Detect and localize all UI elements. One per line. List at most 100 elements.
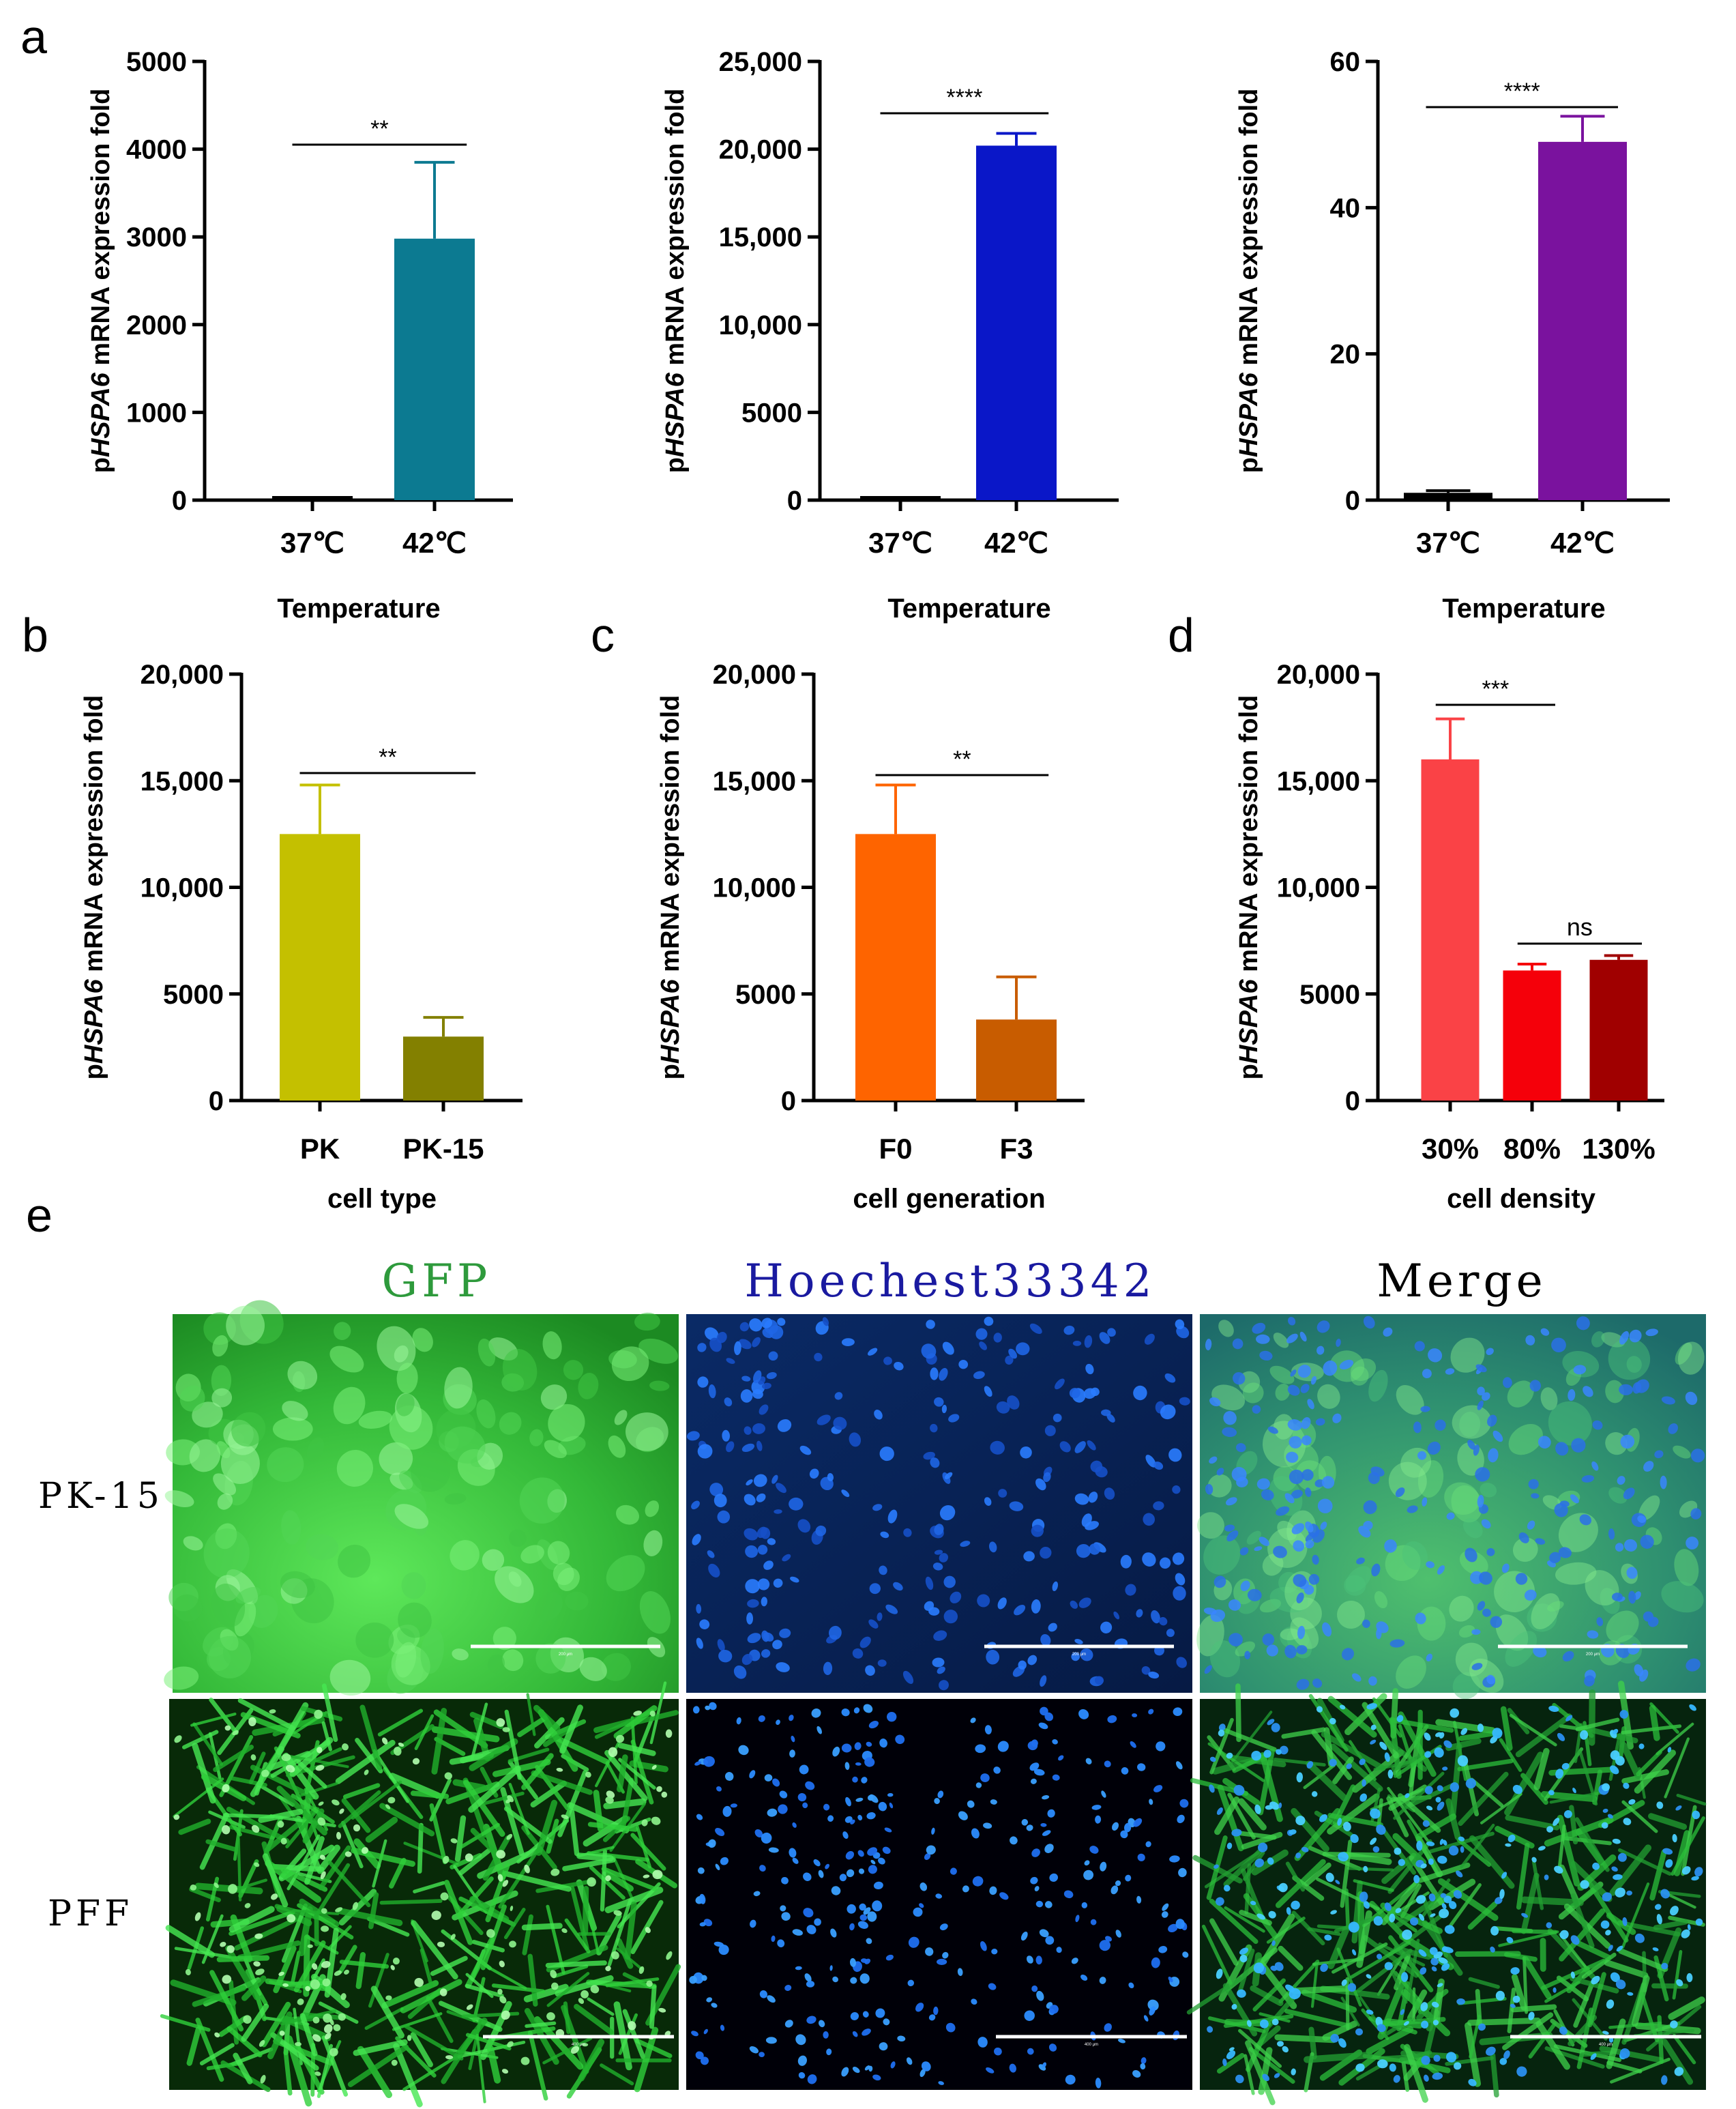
cell: [1104, 1487, 1115, 1500]
cell: [792, 1857, 799, 1864]
cell: [391, 2059, 398, 2066]
cell-fiber: [1490, 2052, 1499, 2098]
cell: [1044, 1901, 1053, 1908]
cell: [1137, 1763, 1146, 1771]
cell: [1301, 1846, 1309, 1852]
cell-fiber: [1535, 2021, 1570, 2070]
cell-fiber: [389, 1857, 407, 1889]
cell: [1276, 1749, 1282, 1755]
cell-fiber: [503, 1908, 526, 1940]
cell: [251, 1824, 260, 1833]
cell: [761, 1832, 772, 1844]
cell: [1456, 1870, 1463, 1878]
cell: [1218, 1723, 1226, 1731]
cell: [1480, 1483, 1497, 1498]
cell: [645, 1500, 660, 1517]
cell: [971, 1998, 977, 2005]
cell: [1338, 1852, 1349, 1862]
cell: [1540, 1328, 1550, 1336]
cell: [502, 1649, 524, 1672]
cell: [1428, 1893, 1436, 1902]
cell-fiber: [1408, 1781, 1457, 1807]
cell: [756, 1493, 766, 1502]
cell: [1083, 1870, 1094, 1880]
cell: [792, 1822, 797, 1828]
cell: [1573, 1365, 1587, 1375]
cell-fiber: [1467, 2018, 1541, 2026]
cell: [1293, 1540, 1305, 1552]
cell: [1259, 2019, 1269, 2028]
cell: [1449, 1595, 1474, 1622]
cell-fiber: [1243, 1850, 1265, 1881]
cell: [852, 2067, 860, 2074]
cell: [1087, 1440, 1096, 1451]
cell: [695, 2051, 704, 2060]
cell: [325, 2033, 332, 2040]
cell: [439, 1988, 447, 1996]
cell: [1531, 1857, 1537, 1863]
cell: [850, 1819, 855, 1824]
cell: [1686, 1537, 1699, 1550]
cell: [761, 1597, 768, 1607]
cell: [1359, 1793, 1368, 1802]
cell: [1486, 2046, 1496, 2056]
cell-fiber: [1570, 1893, 1595, 1949]
cell: [1453, 1890, 1462, 1899]
cell-fiber: [1563, 1904, 1611, 1949]
cell: [1471, 1663, 1483, 1670]
cell: [1477, 1723, 1484, 1732]
cell: [1506, 1936, 1514, 1944]
cell-fiber: [469, 1711, 504, 1729]
y-tick-label: 20,000: [713, 660, 796, 690]
cell: [703, 2028, 708, 2035]
cell: [1619, 1330, 1630, 1345]
cell-fiber: [213, 1745, 254, 1773]
cell-fiber: [1458, 1771, 1509, 1827]
cell: [1222, 1427, 1237, 1438]
cell: [1254, 1804, 1261, 1814]
cell: [1240, 1580, 1250, 1592]
y-axis-label: pHSPA6 mRNA expression fold: [656, 695, 685, 1080]
cell: [826, 2048, 832, 2056]
cell: [1486, 1674, 1496, 1685]
cell: [1422, 1497, 1428, 1507]
cell: [1254, 1858, 1265, 1867]
cell: [880, 1531, 889, 1539]
cell: [279, 2031, 285, 2036]
cell: [957, 1968, 963, 1977]
cell: [1477, 1400, 1484, 1410]
cell: [1446, 1512, 1455, 1520]
cell: [778, 1804, 788, 1814]
cell-fiber: [1618, 1948, 1668, 1972]
cell: [1686, 1973, 1693, 1983]
cell: [1429, 1947, 1438, 1955]
cell: [608, 1435, 626, 1458]
cell: [1278, 1882, 1288, 1893]
cell-fiber: [617, 1743, 656, 1756]
cell: [1228, 1599, 1241, 1611]
cell: [1555, 1562, 1597, 1585]
cell: [776, 1719, 780, 1726]
cell: [1434, 1747, 1444, 1758]
cell: [986, 1649, 1000, 1665]
cell: [211, 1583, 246, 1627]
cell-fiber: [441, 2028, 477, 2084]
cell: [1339, 1359, 1354, 1370]
cell: [282, 1983, 289, 1988]
cell: [767, 1538, 776, 1545]
cell: [1130, 1741, 1136, 1748]
cell: [1226, 1530, 1239, 1542]
cell: [1233, 1372, 1246, 1385]
cell: [924, 1601, 935, 1611]
cell-fiber: [1223, 1848, 1263, 1887]
cell: [822, 1317, 829, 1326]
cell: [903, 1528, 912, 1537]
cell: [312, 2016, 320, 2024]
cell-fiber: [410, 2032, 433, 2067]
cell: [1175, 1573, 1186, 1586]
cell: [1450, 1782, 1460, 1792]
cell-fiber: [1362, 1935, 1419, 1978]
cell: [1437, 1785, 1443, 1792]
cell: [872, 1900, 883, 1912]
cell-fiber: [1238, 2028, 1282, 2068]
